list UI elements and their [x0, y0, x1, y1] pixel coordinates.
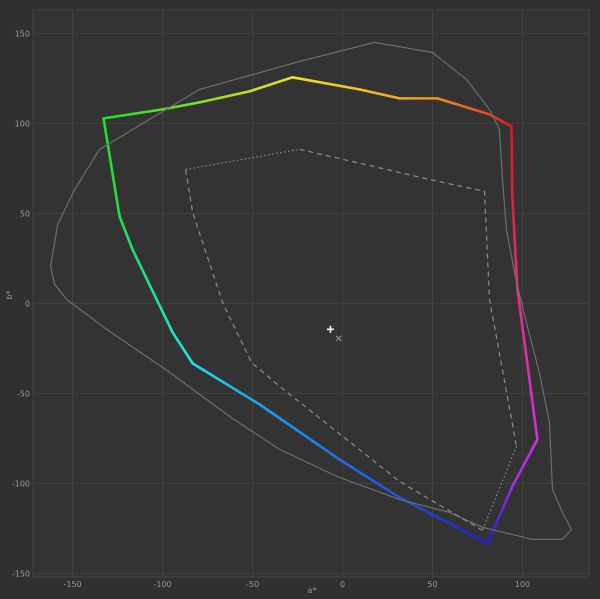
gamut-segment: [198, 90, 251, 104]
gamut-segment: [338, 458, 401, 499]
gamut-segment: [510, 125, 514, 198]
x-tick-label: -100: [153, 580, 171, 589]
series-lines: [49, 41, 573, 545]
x-tick-label: -50: [246, 580, 259, 589]
gamut-segment: [358, 88, 401, 100]
y-tick-label: -50: [17, 389, 30, 398]
plot-border: [32, 9, 590, 578]
x-tick-label: 100: [515, 580, 530, 589]
y-tick-label: -150: [12, 569, 30, 578]
tick-labels: -150 -100 -50 0 50 100 -150 -100 -50 0 50 100 150: [12, 29, 530, 589]
x-tick-label: -150: [64, 580, 82, 589]
gamut-segment: [171, 331, 194, 365]
white-point-plus-marker: [326, 325, 334, 333]
gamut-segment: [525, 355, 539, 441]
gamut-segment: [511, 438, 539, 488]
gamut-segment: [131, 248, 158, 301]
gamut-segment: [191, 362, 261, 406]
marker-stroke: [335, 335, 342, 342]
gamut-segment: [511, 195, 519, 291]
gamut-segment: [486, 485, 514, 545]
grid: [32, 9, 590, 578]
y-tick-label: 50: [20, 209, 30, 218]
y-tick-label: 150: [15, 29, 30, 38]
y-tick-label: -100: [12, 479, 30, 488]
gamut-segment: [398, 496, 489, 545]
gamut-segment: [118, 215, 134, 251]
y-axis-label: b*: [5, 290, 14, 299]
y-tick-label: 0: [25, 299, 30, 308]
x-axis-label: a*: [308, 586, 317, 595]
reference-dotted-line: [185, 148, 300, 171]
gamut-segment: [102, 108, 164, 120]
x-tick-label: 50: [427, 580, 437, 589]
gamut-segment: [436, 97, 491, 116]
gamut-segment: [516, 288, 528, 358]
y-tick-label: 100: [15, 119, 30, 128]
cross-marker: [335, 335, 342, 342]
gamut-segment: [291, 76, 361, 91]
x-tick-label: 0: [340, 580, 345, 589]
gamut-segment: [155, 298, 174, 334]
gamut-segment: [102, 117, 121, 218]
gamut-segment: [258, 403, 341, 461]
plot-area: [33, 10, 589, 577]
markers: [326, 325, 342, 342]
reference-dotted-line: [481, 446, 518, 531]
gamut-segment: [248, 76, 294, 93]
reference-dashed-line: [299, 148, 518, 447]
outline-curve: [49, 41, 573, 541]
